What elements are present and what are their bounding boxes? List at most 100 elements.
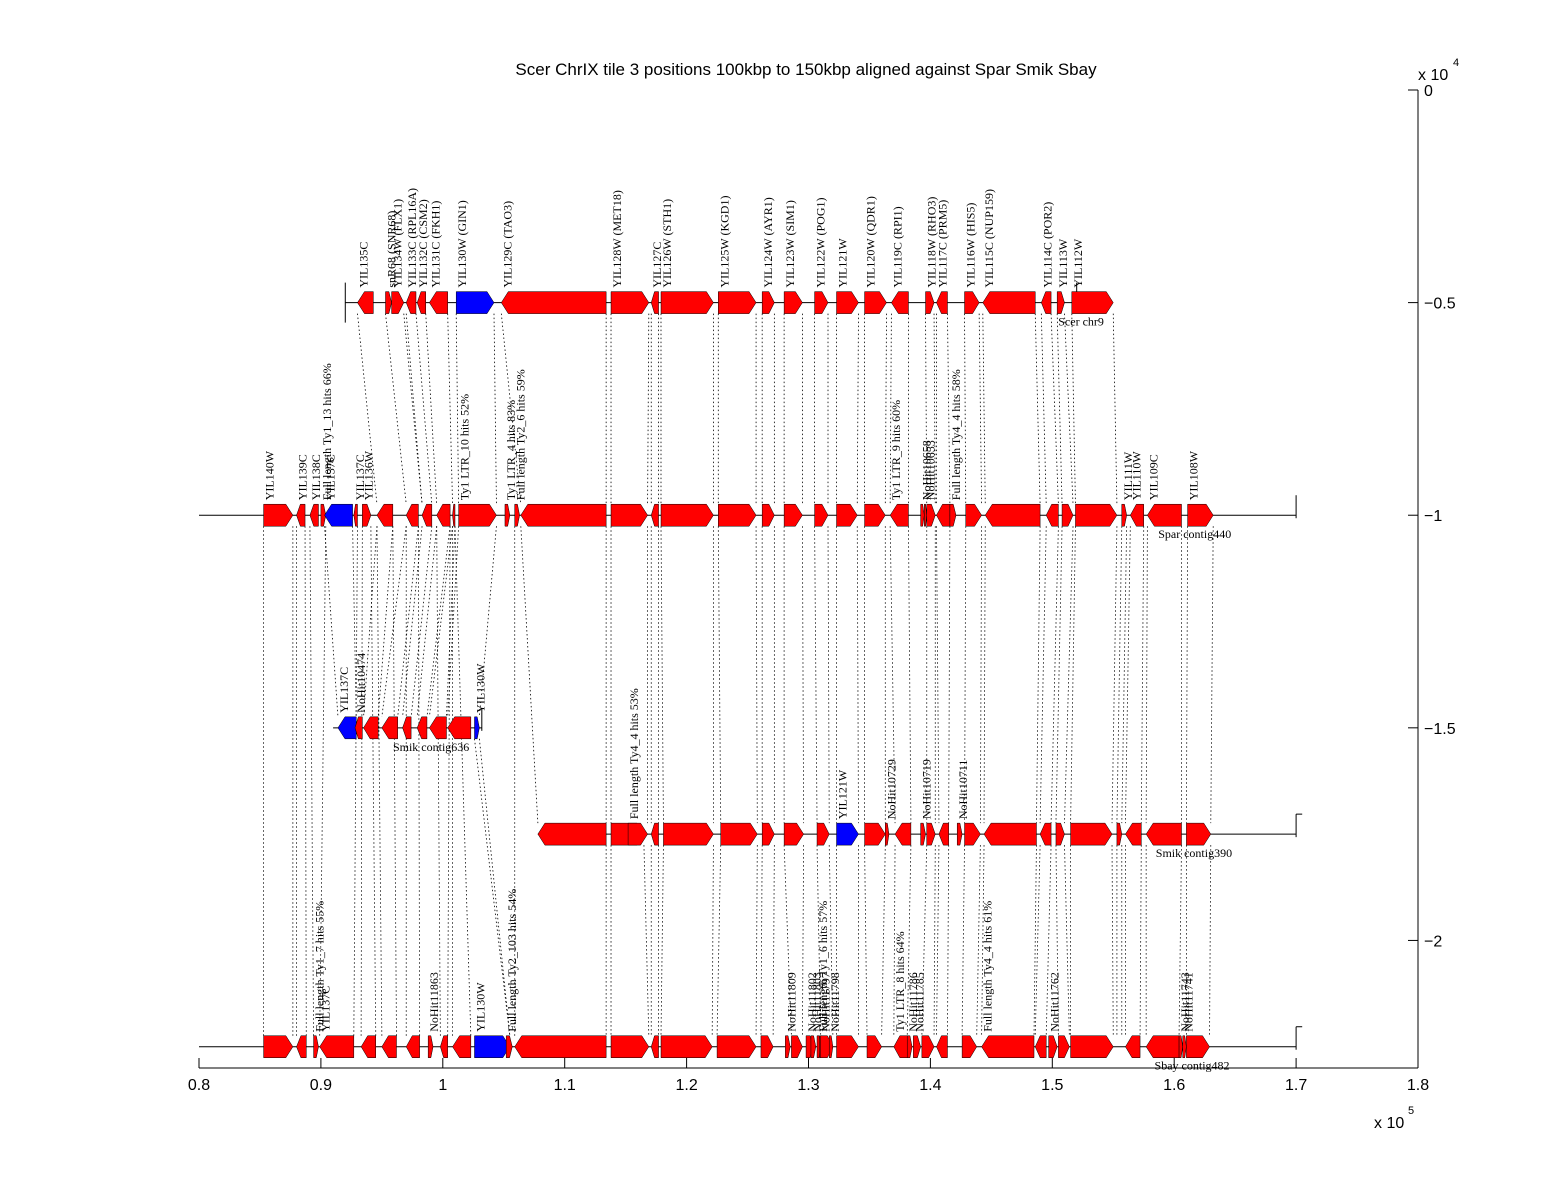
x-tick-label: 1.4	[919, 1077, 941, 1094]
alignment-connector	[982, 313, 986, 505]
gene-arrow	[836, 291, 859, 314]
alignment-connector	[1116, 526, 1123, 824]
gene-label: NoHit11786	[906, 972, 920, 1032]
gene-arrow	[1055, 822, 1065, 846]
alignment-connector	[864, 845, 868, 1036]
gene-arrow	[474, 1035, 511, 1058]
gene-label: YIL120W (QDR1)	[864, 196, 878, 287]
gene-arrow	[263, 503, 294, 527]
gene-label: YIL109C	[1146, 454, 1160, 500]
gene-label: Full length Ty4_4 hits 58%	[949, 369, 963, 500]
gene-arrow	[836, 822, 859, 846]
gene-arrow	[353, 503, 358, 527]
gene-arrow	[405, 1035, 420, 1058]
alignment-connector	[446, 526, 456, 717]
gene-label: YIL121W	[836, 238, 850, 288]
gene-label: YIL122W (POG1)	[814, 197, 828, 287]
gene-arrow	[313, 1035, 319, 1058]
gene-arrow	[650, 822, 659, 846]
gene-label: NoHit11797	[818, 972, 832, 1032]
gene-label: NoHit10719	[920, 759, 934, 819]
gene-arrow	[474, 716, 480, 740]
alignment-connector	[856, 526, 859, 824]
contig-label: Spar contig440	[1158, 527, 1231, 541]
alignment-connector	[660, 845, 664, 1036]
gene-arrow	[964, 822, 981, 846]
gene-arrow	[1039, 822, 1052, 846]
gene-arrow	[458, 503, 497, 527]
alignment-connector	[360, 526, 363, 1036]
gene-arrow	[1186, 822, 1212, 846]
gene-arrow	[455, 291, 495, 314]
gene-label: Ty1 LTR_8 hits 64%	[893, 931, 907, 1031]
alignment-connector	[426, 526, 451, 717]
gene-arrow	[362, 503, 372, 527]
x-tick-label: 0.8	[188, 1077, 210, 1094]
alignment-connector	[447, 526, 451, 1036]
gene-arrow	[1045, 503, 1059, 527]
gene-arrow	[421, 503, 433, 527]
x-axis-exponent: 5	[1408, 1105, 1414, 1117]
alignment-connector	[474, 738, 511, 1036]
gene-label: YIL130W (GIN1)	[455, 200, 469, 287]
alignment-connector	[643, 845, 650, 1036]
gene-arrow	[1186, 1035, 1210, 1058]
alignment-connector	[381, 526, 407, 717]
x-tick-label: 1.3	[797, 1077, 819, 1094]
gene-label: Full length Ty4_4 hits 61%	[981, 901, 995, 1032]
gene-arrow	[893, 1035, 908, 1058]
gene-arrow	[650, 503, 659, 527]
alignment-connector	[1145, 526, 1148, 824]
gene-arrow	[926, 822, 936, 846]
alignment-connector	[425, 313, 438, 505]
alignment-connector	[1064, 845, 1070, 1036]
gene-label: NoHit11741	[1182, 972, 1196, 1032]
gene-label: NoHit11785	[912, 972, 926, 1032]
gene-arrow	[889, 503, 909, 527]
alignment-connector	[397, 526, 419, 717]
gene-label: NoHit10653	[923, 440, 937, 500]
gene-label: YIL134W (FLX1)	[391, 199, 405, 288]
x-axis-multiplier: x 10	[1374, 1115, 1404, 1132]
gene-label: YIL135C	[356, 242, 370, 288]
alignment-connector	[933, 845, 936, 1036]
alignment-connector	[889, 526, 896, 824]
gene-label: YIL116W (HIS5)	[964, 203, 978, 288]
gene-label: YIL126W (STH1)	[660, 199, 674, 288]
alignment-connector	[716, 845, 722, 1036]
gene-arrow	[926, 503, 936, 527]
gene-arrow	[324, 503, 353, 527]
gene-arrow	[354, 716, 363, 740]
gene-label: NoHit11762	[1048, 972, 1062, 1032]
y-tick-label: −1.5	[1424, 721, 1456, 738]
y-axis-exponent: 4	[1453, 57, 1459, 69]
gene-arrow	[810, 1035, 817, 1058]
alignment-connector	[881, 845, 886, 1036]
gene-label: YIL121W	[836, 769, 850, 819]
alignment-connectors	[263, 313, 1214, 1036]
alignment-connector	[802, 845, 805, 1036]
alignment-connector	[447, 313, 453, 505]
gene-arrow	[1034, 1035, 1047, 1058]
gene-label: YIL137C	[319, 986, 333, 1032]
gene-label: NoHit11802	[805, 972, 819, 1032]
alignment-connector	[370, 526, 377, 1036]
alignment-connector	[908, 526, 912, 824]
gene-label: NoHit10658	[920, 440, 934, 500]
alignment-connector	[1034, 313, 1041, 505]
alignment-connector	[436, 526, 441, 1036]
gene-arrow	[924, 503, 927, 527]
x-tick-label: 0.9	[310, 1077, 332, 1094]
gene-arrow	[1041, 291, 1052, 314]
gene-label: YIL140W	[263, 450, 277, 500]
contig-label: Sbay contig482	[1155, 1059, 1230, 1073]
gene-label: Ty1 LTR_9 hits 60%	[889, 400, 903, 500]
gene-arrow	[1075, 503, 1118, 527]
alignment-connector	[428, 526, 453, 717]
alignment-connector	[520, 526, 539, 824]
x-tick-label: 1.2	[675, 1077, 697, 1094]
alignment-connector	[755, 526, 758, 824]
gene-label: YIL119C (RPI1)	[890, 206, 904, 287]
gene-arrow	[505, 1035, 513, 1058]
alignment-connector	[1140, 526, 1145, 824]
